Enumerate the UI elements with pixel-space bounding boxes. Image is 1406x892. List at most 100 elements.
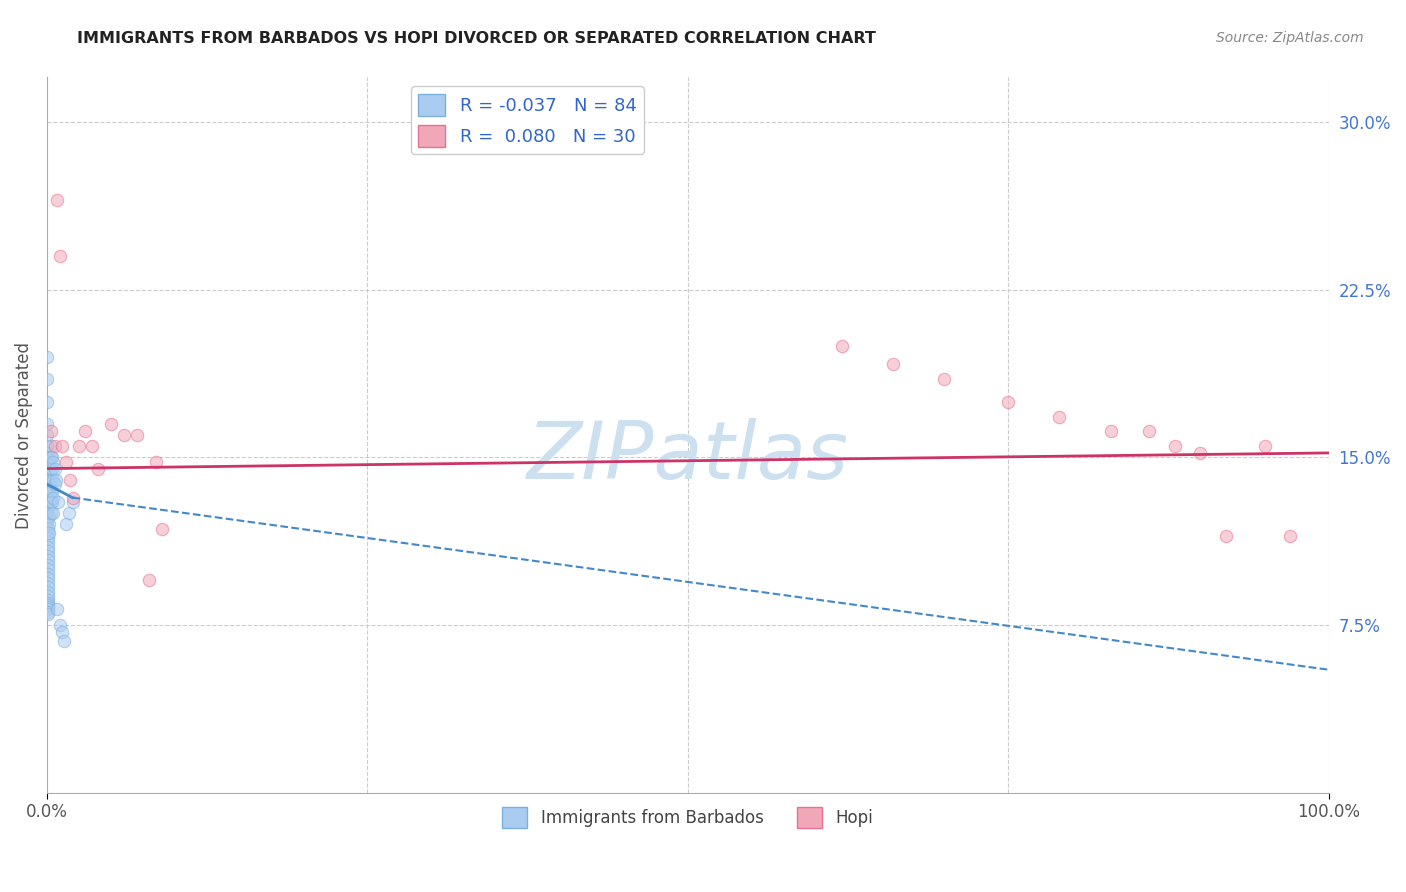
Point <box>1215 528 1237 542</box>
Point <box>62 495 84 509</box>
Point <box>1099 424 1122 438</box>
Point <box>37 531 59 545</box>
Point <box>37 562 59 576</box>
Point <box>112 428 135 442</box>
Point <box>882 357 904 371</box>
Point <box>46 602 69 616</box>
Point <box>1189 446 1212 460</box>
Point <box>38 466 60 480</box>
Point <box>37 580 59 594</box>
Point <box>37 596 59 610</box>
Point <box>62 491 84 505</box>
Point <box>35 428 58 442</box>
Point <box>42 491 65 505</box>
Point <box>1279 528 1302 542</box>
Point <box>39 495 62 509</box>
Point <box>38 455 60 469</box>
Point <box>51 439 73 453</box>
Point <box>35 508 58 523</box>
Point <box>39 483 62 498</box>
Point <box>35 504 58 518</box>
Point <box>831 338 853 352</box>
Point <box>35 468 58 483</box>
Point <box>37 607 59 621</box>
Text: ZIPatlas: ZIPatlas <box>527 417 849 495</box>
Point <box>37 544 59 558</box>
Point <box>37 549 59 563</box>
Point <box>38 483 60 498</box>
Point <box>42 506 65 520</box>
Point <box>67 439 90 453</box>
Point <box>35 513 58 527</box>
Point <box>55 517 77 532</box>
Point <box>38 477 60 491</box>
Point <box>45 473 67 487</box>
Y-axis label: Divorced or Separated: Divorced or Separated <box>15 342 32 529</box>
Point <box>35 495 58 509</box>
Point <box>37 522 59 536</box>
Point <box>38 508 60 523</box>
Text: IMMIGRANTS FROM BARBADOS VS HOPI DIVORCED OR SEPARATED CORRELATION CHART: IMMIGRANTS FROM BARBADOS VS HOPI DIVORCE… <box>77 31 876 46</box>
Point <box>35 350 58 364</box>
Point <box>39 424 62 438</box>
Point <box>41 495 63 509</box>
Point <box>37 526 59 541</box>
Legend: Immigrants from Barbados, Hopi: Immigrants from Barbados, Hopi <box>496 801 880 834</box>
Point <box>35 455 58 469</box>
Point <box>932 372 955 386</box>
Point <box>35 491 58 505</box>
Point <box>37 566 59 581</box>
Point <box>41 461 63 475</box>
Point <box>44 461 66 475</box>
Point <box>37 540 59 554</box>
Point <box>138 574 160 588</box>
Point <box>39 473 62 487</box>
Point <box>55 455 77 469</box>
Point <box>35 517 58 532</box>
Point <box>1137 424 1160 438</box>
Point <box>51 624 73 639</box>
Point <box>38 500 60 514</box>
Point <box>48 249 70 263</box>
Point <box>35 372 58 386</box>
Point <box>87 461 110 475</box>
Point <box>1253 439 1275 453</box>
Point <box>35 477 58 491</box>
Point <box>37 535 59 549</box>
Point <box>35 439 58 453</box>
Point <box>37 571 59 585</box>
Point <box>35 482 58 496</box>
Point <box>35 417 58 431</box>
Point <box>38 450 60 465</box>
Point <box>997 394 1019 409</box>
Point <box>41 483 63 498</box>
Point <box>48 618 70 632</box>
Point <box>35 450 58 465</box>
Point <box>35 394 58 409</box>
Point <box>38 526 60 541</box>
Point <box>48 495 70 509</box>
Point <box>41 450 63 465</box>
Point <box>35 500 58 514</box>
Point <box>100 417 122 431</box>
Point <box>38 473 60 487</box>
Point <box>37 553 59 567</box>
Point <box>38 517 60 532</box>
Point <box>52 633 75 648</box>
Point <box>38 459 60 474</box>
Point <box>42 473 65 487</box>
Point <box>42 455 65 469</box>
Point <box>46 194 69 208</box>
Point <box>125 428 148 442</box>
Point <box>150 522 173 536</box>
Point <box>1049 410 1071 425</box>
Point <box>145 455 167 469</box>
Point <box>59 473 82 487</box>
Point <box>37 575 59 590</box>
Point <box>39 461 62 475</box>
Point <box>37 589 59 603</box>
Point <box>44 439 66 453</box>
Point <box>80 439 103 453</box>
Point <box>37 584 59 599</box>
Point <box>37 598 59 612</box>
